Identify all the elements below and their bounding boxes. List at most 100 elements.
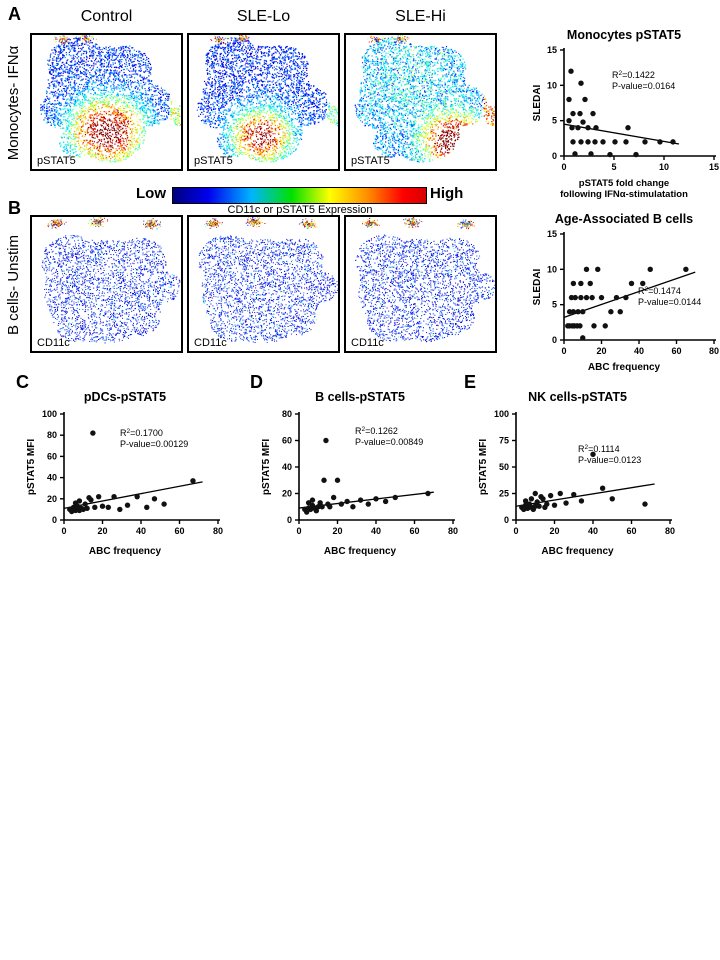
svg-text:R2=0.1700: R2=0.1700 — [120, 428, 163, 438]
svg-text:60: 60 — [671, 346, 681, 356]
tsne-marker-label: pSTAT5 — [194, 155, 233, 167]
svg-text:50: 50 — [499, 462, 509, 472]
row-label-monocytes-ifna: Monocytes- IFNα — [5, 45, 22, 161]
svg-text:P-value=0.00129: P-value=0.00129 — [120, 439, 188, 449]
svg-text:0: 0 — [552, 151, 557, 161]
svg-text:0: 0 — [552, 335, 557, 345]
colorbar-low-label: Low — [136, 185, 166, 202]
svg-text:40: 40 — [371, 526, 381, 536]
svg-text:80: 80 — [213, 526, 223, 536]
svg-text:25: 25 — [499, 489, 509, 499]
x-axis-label: ABC frequency — [587, 362, 661, 373]
svg-text:80: 80 — [448, 526, 458, 536]
panel-letter-b: B — [8, 198, 21, 218]
tsne-map-monocytes-sle-hi — [346, 35, 495, 169]
svg-text:15: 15 — [547, 45, 557, 55]
svg-text:60: 60 — [409, 526, 419, 536]
tsne-map-bcells-control — [32, 217, 181, 351]
colorbar-high-label: High — [430, 185, 464, 202]
svg-text:20: 20 — [596, 346, 606, 356]
colorbar-gradient — [172, 187, 427, 204]
svg-text:10: 10 — [659, 162, 669, 172]
svg-text:100: 100 — [42, 409, 57, 419]
tsne-panel-monocytes-control: pSTAT5 — [30, 33, 183, 171]
chart-monocytes-pstat5: Monocytes pSTAT5 SLEDAI 0 5 10 15 0 5 10 15 R2=0… — [528, 28, 720, 208]
chart-title: pDCs-pSTAT5 — [83, 390, 167, 404]
svg-text:P-value=0.00849: P-value=0.00849 — [355, 437, 423, 447]
tsne-marker-label: pSTAT5 — [37, 155, 76, 167]
column-header-sle-lo: SLE-Lo — [236, 8, 291, 25]
tsne-panel-bcells-control: CD11c — [30, 215, 183, 353]
tsne-panel-bcells-sle-hi: CD11c — [344, 215, 497, 353]
scatter-plot-pdcs: 0 20 40 60 80 0 20 40 60 80 100 R2=0.1700P-value=0.… — [42, 409, 223, 536]
tsne-map-bcells-sle-hi — [346, 217, 495, 351]
svg-text:P-value=0.0123: P-value=0.0123 — [578, 455, 641, 465]
svg-text:40: 40 — [136, 526, 146, 536]
svg-text:R2=0.1262: R2=0.1262 — [355, 426, 398, 436]
x-axis-label: ABC frequency — [541, 546, 614, 557]
svg-text:80: 80 — [282, 409, 292, 419]
chart-title: Age-Associated B cells — [554, 212, 694, 226]
svg-text:0: 0 — [287, 515, 292, 525]
x-axis-label: ABC frequency — [323, 546, 397, 557]
svg-text:60: 60 — [174, 526, 184, 536]
svg-text:80: 80 — [709, 346, 719, 356]
tsne-panel-bcells-sle-lo: CD11c — [187, 215, 340, 353]
column-header-control: Control — [80, 8, 133, 25]
svg-text:80: 80 — [47, 430, 57, 440]
svg-text:10: 10 — [547, 80, 557, 90]
svg-text:P-value=0.0164: P-value=0.0164 — [612, 81, 675, 91]
panel-letter-a: A — [8, 4, 21, 24]
column-header-sle-hi: SLE-Hi — [395, 8, 446, 25]
tsne-panel-monocytes-sle-lo: pSTAT5 — [187, 33, 340, 171]
chart-title: NK cells-pSTAT5 — [528, 390, 627, 404]
tsne-map-monocytes-sle-lo — [189, 35, 338, 169]
svg-text:15: 15 — [547, 229, 557, 239]
svg-text:60: 60 — [47, 451, 57, 461]
svg-text:40: 40 — [282, 462, 292, 472]
x-axis-label-line2: following IFNα-stimulatation — [560, 189, 688, 200]
svg-text:40: 40 — [47, 473, 57, 483]
svg-text:20: 20 — [47, 494, 57, 504]
svg-text:20: 20 — [549, 526, 559, 536]
svg-text:40: 40 — [588, 526, 598, 536]
tsne-map-bcells-sle-lo — [189, 217, 338, 351]
svg-text:10: 10 — [547, 264, 557, 274]
row-label-b-cells-unstim: B cells- Unstim — [5, 235, 22, 336]
svg-text:R2=0.1114: R2=0.1114 — [578, 444, 620, 454]
tsne-marker-label: CD11c — [351, 337, 384, 349]
svg-text:75: 75 — [499, 436, 509, 446]
svg-text:0: 0 — [504, 515, 509, 525]
tsne-map-monocytes-control — [32, 35, 181, 169]
panel-letter-d: D — [250, 372, 263, 392]
tsne-panel-monocytes-sle-hi: pSTAT5 — [344, 33, 497, 171]
chart-b-cells-pstat5: B cells-pSTAT5 pSTAT5 MFI 0 20 40 60 80 0 20 40… — [255, 390, 465, 565]
colorbar-caption: CD11c or pSTAT5 Expression — [227, 204, 373, 216]
svg-text:20: 20 — [332, 526, 342, 536]
svg-text:0: 0 — [513, 526, 518, 536]
svg-text:0: 0 — [561, 162, 566, 172]
svg-text:0: 0 — [61, 526, 66, 536]
tsne-marker-label: CD11c — [37, 337, 70, 349]
chart-age-associated-b-cells: Age-Associated B cells SLEDAI 0 20 40 60 80 0… — [528, 212, 720, 392]
chart-title: Monocytes pSTAT5 — [566, 28, 682, 42]
svg-text:P-value=0.0144: P-value=0.0144 — [638, 297, 701, 307]
svg-text:60: 60 — [282, 436, 292, 446]
chart-title: B cells-pSTAT5 — [315, 390, 405, 404]
svg-text:0: 0 — [561, 346, 566, 356]
svg-text:5: 5 — [552, 300, 557, 310]
svg-text:R2=0.1474: R2=0.1474 — [638, 286, 681, 296]
svg-text:20: 20 — [282, 489, 292, 499]
svg-text:40: 40 — [634, 346, 644, 356]
svg-text:80: 80 — [665, 526, 675, 536]
x-axis-label: ABC frequency — [88, 546, 162, 557]
svg-text:0: 0 — [296, 526, 301, 536]
svg-text:100: 100 — [494, 409, 509, 419]
chart-pdcs-pstat5: pDCs-pSTAT5 pSTAT5 MFI 0 20 40 60 80 0 20 40 60 8… — [20, 390, 230, 565]
panel-letter-c: C — [16, 372, 29, 392]
svg-text:5: 5 — [552, 116, 557, 126]
svg-text:20: 20 — [97, 526, 107, 536]
tsne-marker-label: CD11c — [194, 337, 227, 349]
panel-letter-e: E — [464, 372, 477, 392]
